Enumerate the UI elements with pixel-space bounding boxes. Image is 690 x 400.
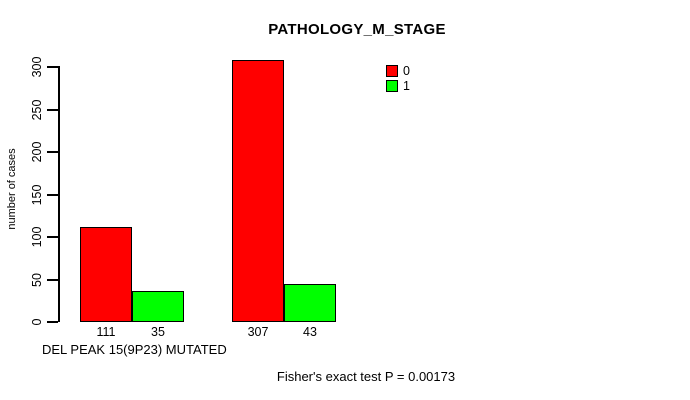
bar-value-label: 35 (151, 325, 165, 339)
legend-row: 1 (386, 80, 410, 92)
bar-value-label: 43 (303, 325, 317, 339)
y-axis-tick-label: 50 (30, 273, 44, 287)
y-axis-tick-label: 0 (30, 318, 44, 326)
y-axis-tick (47, 66, 58, 68)
y-axis-tick-label: 150 (30, 184, 44, 206)
y-axis-tick (47, 109, 58, 111)
chart-title: PATHOLOGY_M_STAGE (268, 21, 446, 38)
bar-value-label: 111 (96, 325, 116, 339)
y-axis-tick (47, 236, 58, 238)
legend-label: 1 (403, 79, 410, 93)
y-axis-tick-label: 200 (30, 141, 44, 163)
bar-series-1-group-2 (284, 284, 336, 322)
bar-series-0-group-2 (232, 60, 284, 322)
x-axis-label: DEL PEAK 15(9P23) MUTATED (42, 342, 227, 357)
bar-series-1-group-1 (132, 291, 184, 322)
legend-swatch-1 (386, 80, 398, 92)
stat-annotation: Fisher's exact test P = 0.00173 (276, 369, 456, 384)
legend-label: 0 (403, 64, 410, 78)
y-axis-label: number of cases (6, 148, 18, 230)
bar-series-0-group-1 (80, 227, 132, 322)
y-axis-line (58, 66, 60, 322)
y-axis-tick-label: 300 (30, 56, 44, 78)
legend-swatch-0 (386, 65, 398, 77)
y-axis-tick (47, 151, 58, 153)
y-axis-tick-label: 100 (30, 226, 44, 248)
y-axis-tick (47, 194, 58, 196)
bar-value-label: 307 (247, 325, 269, 339)
y-axis-tick-label: 250 (30, 99, 44, 121)
y-axis-tick (47, 321, 58, 323)
legend-row: 0 (386, 65, 410, 77)
y-axis-tick (47, 279, 58, 281)
